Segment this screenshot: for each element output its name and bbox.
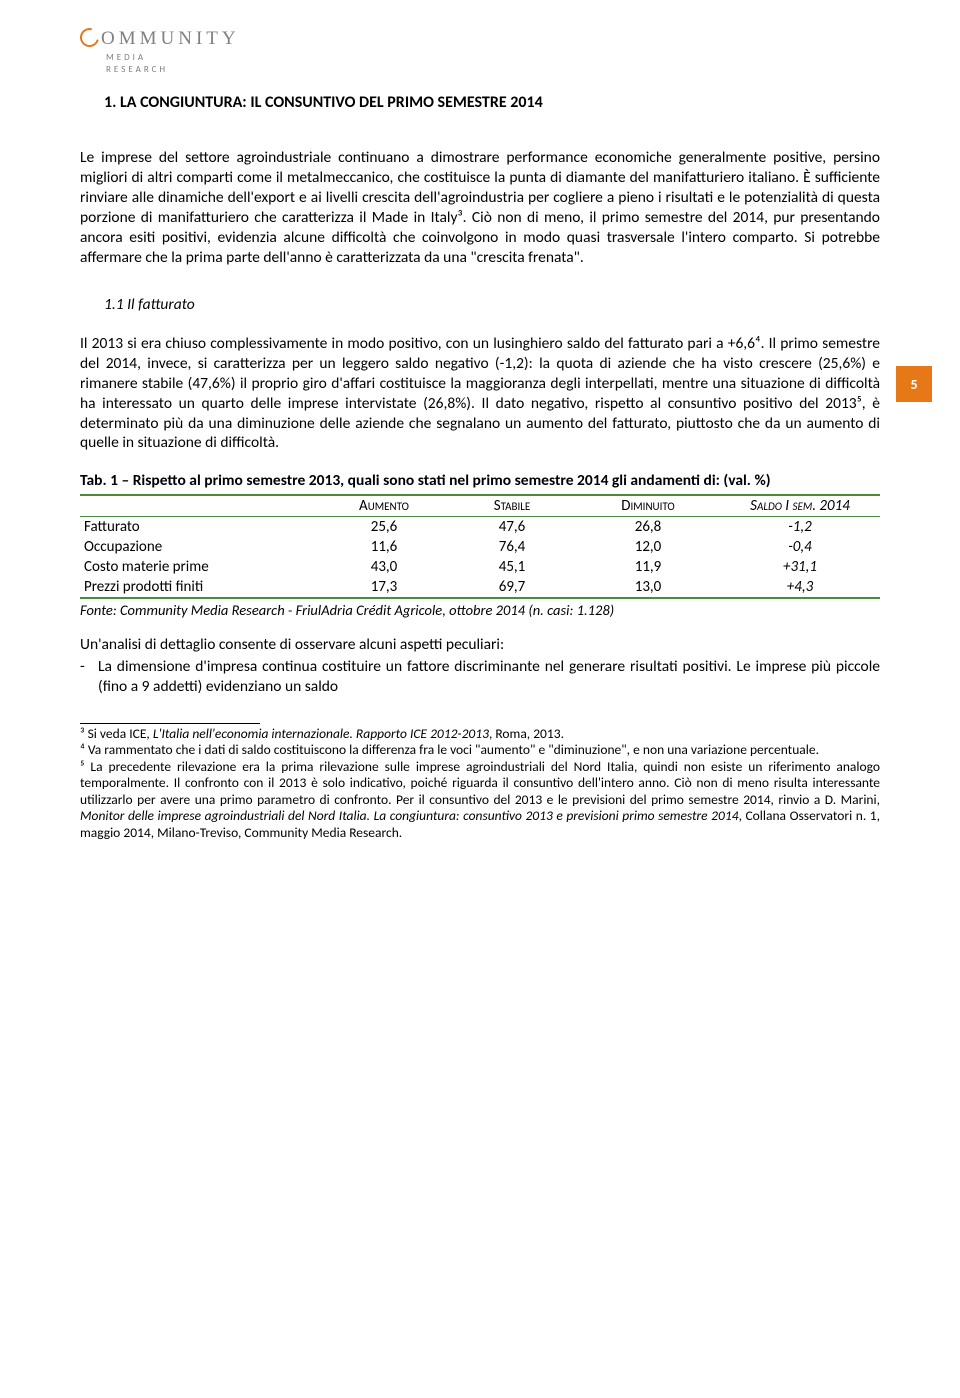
list-item: La dimensione d'impresa continua costitu… (98, 657, 880, 697)
footnote-separator (80, 723, 260, 724)
logo-block: OMMUNITY MEDIA RESEARCH (80, 28, 880, 75)
table-row: Costo materie prime 43,0 45,1 11,9 +31,1 (80, 557, 880, 577)
logo-main-text: OMMUNITY (101, 28, 240, 49)
table-row: Prezzi prodotti finiti 17,3 69,7 13,0 +4… (80, 577, 880, 598)
table-row: Occupazione 11,6 76,4 12,0 -0,4 (80, 537, 880, 557)
footnote-5: ⁵ La precedente rilevazione era la prima… (80, 759, 880, 841)
th-aumento: Aumento (320, 495, 448, 517)
table-header-row: Aumento Stabile Diminuito Saldo I sem. 2… (80, 495, 880, 517)
data-table: Aumento Stabile Diminuito Saldo I sem. 2… (80, 494, 880, 599)
subsection-heading: 1.1 Il fatturato (104, 295, 880, 314)
paragraph-1: Le imprese del settore agroindustriale c… (80, 148, 880, 267)
paragraph-3: Un'analisi di dettaglio consente di osse… (80, 635, 880, 655)
th-diminuito: Diminuito (576, 495, 720, 517)
logo-sub-text: MEDIA RESEARCH (106, 52, 880, 75)
th-blank (80, 495, 320, 517)
footnote-3: ³ Si veda ICE, L'Italia nell'economia in… (80, 726, 880, 742)
table-row: Fatturato 25,6 47,6 26,8 -1,2 (80, 517, 880, 538)
section-title: 1. LA CONGIUNTURA: IL CONSUNTIVO DEL PRI… (104, 93, 880, 112)
page-number-badge: 5 (896, 366, 932, 402)
footnote-4: ⁴ Va rammentato che i dati di saldo cost… (80, 742, 880, 758)
bullet-list: La dimensione d'impresa continua costitu… (80, 657, 880, 697)
table-title: Tab. 1 – Rispetto al primo semestre 2013… (80, 471, 880, 490)
logo-main-row: OMMUNITY (80, 28, 880, 50)
th-stabile: Stabile (448, 495, 576, 517)
th-saldo: Saldo I sem. 2014 (720, 495, 880, 517)
table-source: Fonte: Community Media Research - FriulA… (80, 601, 880, 619)
logo-arc-icon (77, 25, 103, 51)
paragraph-2: Il 2013 si era chiuso complessivamente i… (80, 334, 880, 453)
